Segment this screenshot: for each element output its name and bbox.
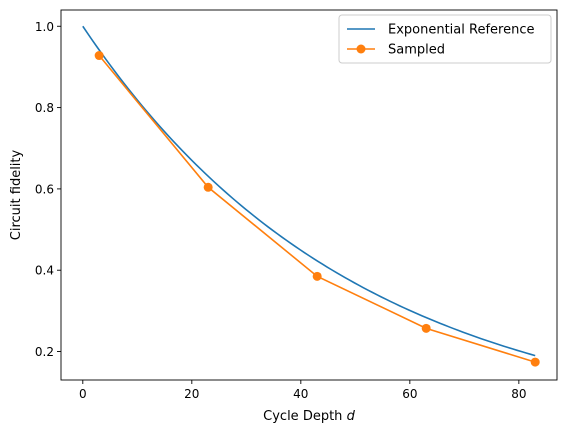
data-point-sampled [94,51,104,61]
x-tick-label: 60 [402,387,417,401]
legend: Exponential Reference Sampled [338,14,552,64]
legend-marker-sampled [356,44,366,54]
x-tick-label: 20 [184,387,199,401]
x-tick-label: 40 [293,387,308,401]
y-axis-ticks: 0.2 0.4 0.6 0.8 1.0 [35,20,61,359]
plot-area [60,9,558,381]
x-axis-label: Cycle Depth d [263,409,355,424]
x-tick-label: 80 [511,387,526,401]
series-layer [82,25,540,367]
legend-label-sampled: Sampled [388,43,445,58]
y-axis-label: Circuit fidelity [9,149,24,240]
x-axis-label-variable: d [347,409,356,424]
y-tick-label: 0.8 [35,101,54,115]
series-line-exponential-reference [82,25,536,357]
legend-label-exponential-reference: Exponential Reference [388,23,534,38]
data-point-sampled [530,357,540,367]
y-tick-label: 0.6 [35,182,54,196]
legend-frame [338,14,552,64]
x-axis-ticks: 0 20 40 60 80 [79,380,526,401]
data-point-sampled [203,182,213,192]
y-tick-label: 0.2 [35,345,54,359]
data-point-sampled [421,323,431,333]
data-point-sampled [312,271,322,281]
y-tick-label: 0.4 [35,264,54,278]
x-axis-label-text: Cycle Depth [263,409,342,424]
y-tick-label: 1.0 [35,20,54,34]
x-tick-label: 0 [79,387,87,401]
